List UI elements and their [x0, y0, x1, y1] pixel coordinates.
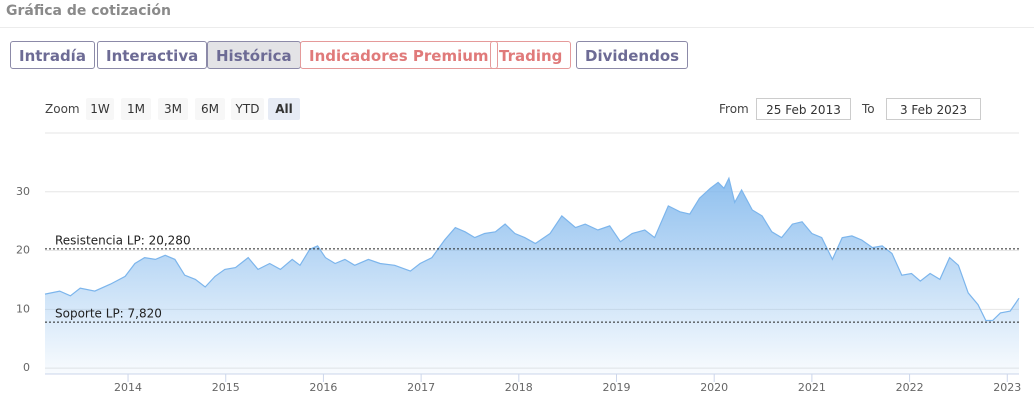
x-tick-label: 2019	[603, 381, 631, 394]
tab[interactable]: Histórica	[207, 41, 301, 69]
zoom-label: Zoom	[45, 102, 80, 116]
reference-label: Resistencia LP: 20,280	[55, 233, 191, 247]
to-label: To	[862, 102, 875, 116]
reference-label: Soporte LP: 7,820	[55, 307, 162, 321]
y-tick-label: 20	[16, 244, 30, 257]
x-tick-label: 2020	[700, 381, 728, 394]
to-input[interactable]: 3 Feb 2023	[886, 98, 981, 120]
tab[interactable]: Trading	[490, 41, 572, 69]
x-tick-label: 2015	[212, 381, 240, 394]
tab[interactable]: Intradía	[10, 41, 95, 69]
x-tick-label: 2014	[114, 381, 142, 394]
area-fill	[45, 178, 1019, 374]
x-tick-label: 2022	[896, 381, 924, 394]
divider	[0, 27, 1034, 28]
widget-title: Gráfica de cotización	[6, 3, 171, 19]
y-tick-label: 0	[23, 361, 30, 374]
price-line	[44, 176, 1020, 322]
x-tick-label: 2021	[798, 381, 826, 394]
y-tick-label: 30	[16, 185, 30, 198]
tab[interactable]: Interactiva	[97, 41, 208, 69]
tab[interactable]: Dividendos	[576, 41, 689, 69]
from-input[interactable]: 25 Feb 2013	[756, 98, 851, 120]
x-tick-label: 2018	[505, 381, 533, 394]
zoom-button[interactable]: 3M	[158, 98, 188, 120]
zoom-button[interactable]: YTD	[231, 98, 264, 120]
tab[interactable]: Indicadores Premium	[300, 41, 498, 69]
zoom-button[interactable]: All	[268, 98, 300, 120]
zoom-button[interactable]: 1W	[86, 98, 114, 120]
zoom-button[interactable]: 1M	[121, 98, 151, 120]
zoom-button[interactable]: 6M	[195, 98, 225, 120]
x-tick-label: 2023	[993, 381, 1021, 394]
x-tick-label: 2017	[407, 381, 435, 394]
y-tick-label: 10	[16, 302, 30, 315]
x-tick-label: 2016	[309, 381, 337, 394]
from-label: From	[719, 102, 749, 116]
